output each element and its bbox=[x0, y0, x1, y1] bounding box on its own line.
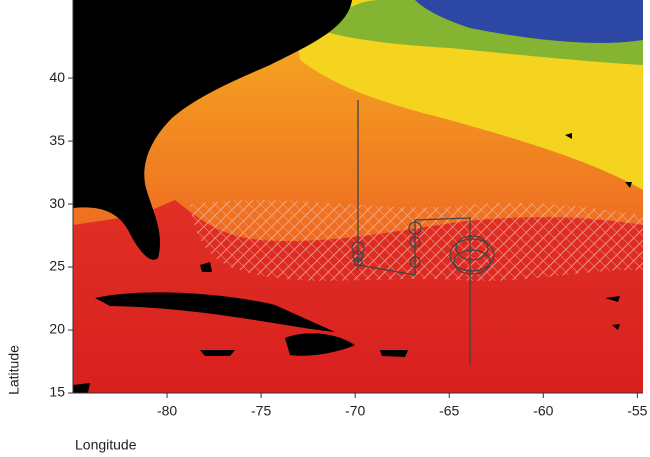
y-tick-label: 40 bbox=[49, 69, 65, 85]
x-tick-label: -70 bbox=[345, 403, 365, 419]
x-tick-label: -65 bbox=[439, 403, 459, 419]
y-axis-label: Latitude bbox=[6, 345, 22, 395]
x-axis-label: Longitude bbox=[75, 437, 137, 453]
y-tick-label: 35 bbox=[49, 132, 65, 148]
y-tick-label: 15 bbox=[49, 384, 65, 400]
x-tick-label: -55 bbox=[627, 403, 647, 419]
y-tick-label: 20 bbox=[49, 321, 65, 337]
y-tick-label: 25 bbox=[49, 258, 65, 274]
x-tick-label: -60 bbox=[533, 403, 553, 419]
y-tick-label: 30 bbox=[49, 195, 65, 211]
ticks: -80 -75 -70 -65 -60 -55 15 20 25 30 35 40 bbox=[49, 69, 647, 419]
x-tick-label: -80 bbox=[157, 403, 177, 419]
x-tick-label: -75 bbox=[251, 403, 271, 419]
map-image bbox=[73, 0, 643, 393]
